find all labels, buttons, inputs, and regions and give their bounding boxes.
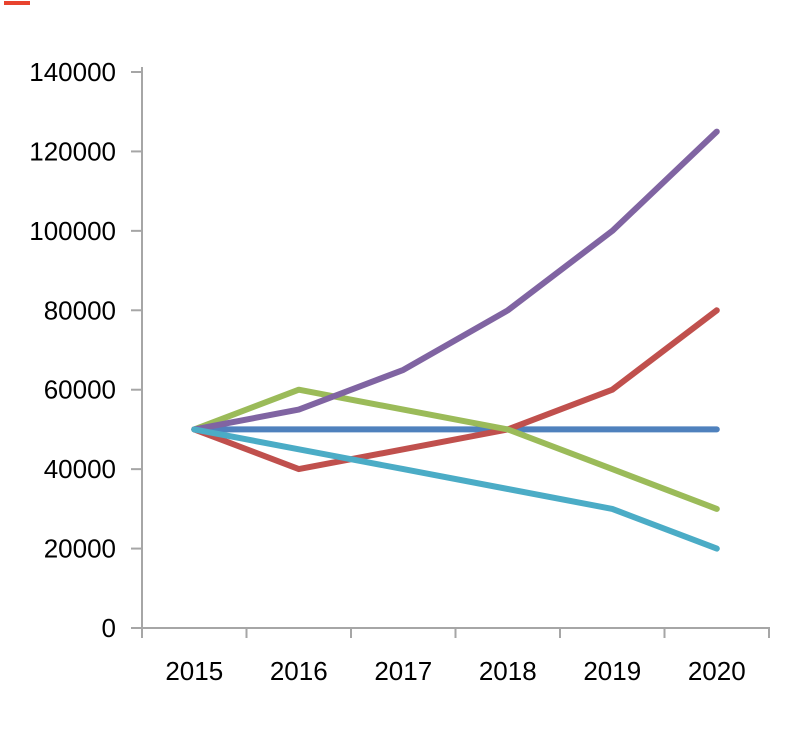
series-line-red-series — [191, 307, 720, 473]
series-line-teal-decline-series — [191, 426, 720, 552]
x-axis-tick-label: 2019 — [583, 656, 641, 686]
x-axis-tick-label: 2016 — [270, 656, 328, 686]
y-axis-tick-label: 140000 — [29, 57, 116, 87]
y-axis-tick-label: 100000 — [29, 216, 116, 246]
y-axis-tick-label: 0 — [102, 613, 116, 643]
y-axis-tick-label: 20000 — [44, 534, 116, 564]
x-axis-tick-label: 2020 — [688, 656, 746, 686]
y-axis-tick-label: 60000 — [44, 375, 116, 405]
x-axis-tick-label: 2018 — [479, 656, 537, 686]
series-line-green-series — [191, 386, 720, 512]
y-axis-tick-label: 80000 — [44, 295, 116, 325]
x-axis-tick-label: 2017 — [374, 656, 432, 686]
y-axis-tick-label: 40000 — [44, 454, 116, 484]
y-axis-tick-label: 120000 — [29, 136, 116, 166]
x-axis-tick-label: 2015 — [165, 656, 223, 686]
top-left-red-dash — [4, 1, 30, 5]
series-line-purple-growth-series — [191, 128, 720, 433]
